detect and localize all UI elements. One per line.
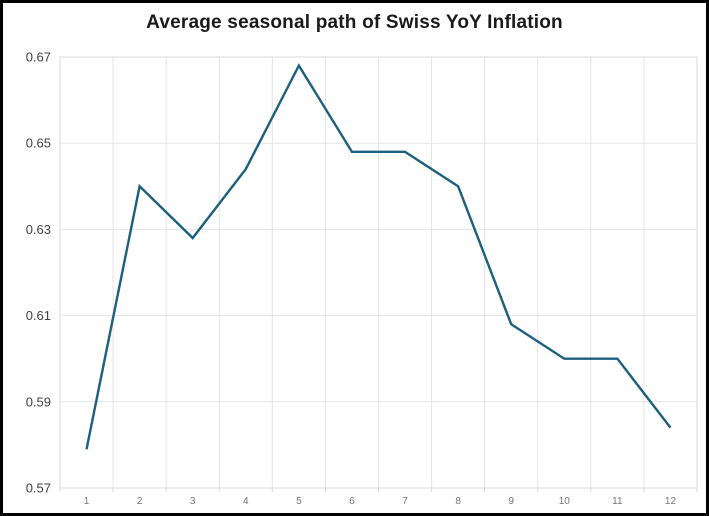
- x-tick-label: 8: [455, 496, 461, 507]
- x-tick-label: 11: [612, 496, 623, 507]
- x-tick-label: 3: [190, 496, 196, 507]
- y-tick-label: 0.59: [26, 394, 51, 409]
- x-tick-label: 12: [665, 496, 677, 507]
- x-tick-label: 5: [296, 496, 302, 507]
- x-tick-label: 2: [137, 496, 143, 507]
- x-tick-label: 7: [402, 496, 408, 507]
- x-tick-label: 6: [349, 496, 355, 507]
- y-tick-label: 0.63: [26, 222, 51, 237]
- x-tick-label: 4: [243, 496, 249, 507]
- y-tick-label: 0.61: [26, 308, 51, 323]
- chart-title: Average seasonal path of Swiss YoY Infla…: [146, 12, 563, 33]
- y-tick-label: 0.65: [26, 136, 51, 151]
- plot-border: [59, 56, 698, 489]
- inflation-series-line: [85, 63, 672, 450]
- x-tick-label: 10: [559, 496, 571, 507]
- y-tick-label: 0.67: [26, 50, 51, 65]
- x-tick-label: 1: [84, 496, 90, 507]
- line-chart: 0.570.590.610.630.650.671 2 3 4 5 6 7 8 9 10 11 12: [26, 50, 698, 507]
- y-tick-label: 0.57: [26, 481, 51, 496]
- x-tick-label: 9: [508, 496, 514, 507]
